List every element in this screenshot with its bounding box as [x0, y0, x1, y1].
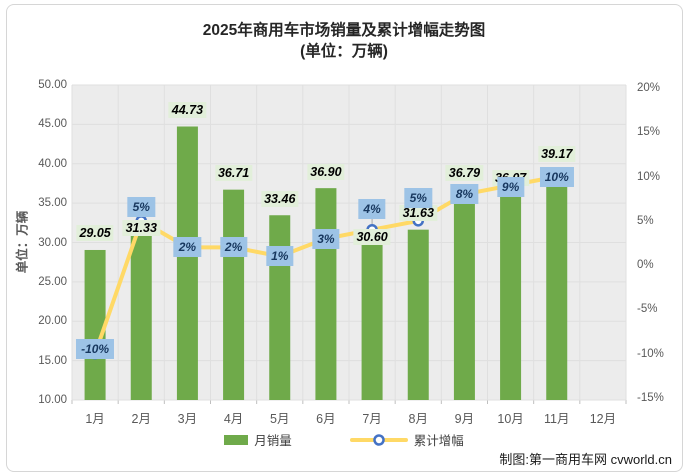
- line-marker: [458, 188, 471, 201]
- line-marker: [320, 232, 332, 245]
- line-series-swatch-icon: [349, 433, 408, 446]
- legend: 月销量 累计增幅: [0, 430, 688, 449]
- line-marker: [504, 179, 517, 192]
- legend-label-monthly-sales: 月销量: [254, 434, 292, 448]
- bar-series-swatch-icon: [224, 434, 249, 445]
- sales-bar: [130, 232, 152, 400]
- sales-bar: [453, 189, 475, 400]
- sales-bar: [269, 215, 291, 400]
- chart-subtitle: (单位：万辆): [300, 43, 388, 60]
- legend-item-monthly-sales: 月销量: [224, 430, 292, 449]
- line-marker: [412, 215, 424, 227]
- sales-bar: [176, 126, 198, 400]
- legend-item-cumulative-growth: 累计增幅: [349, 430, 464, 449]
- sales-bar: [315, 188, 337, 400]
- credit-text: 制图:第一商用车网 cvworld.cn: [499, 452, 672, 467]
- sales-bar: [84, 249, 106, 400]
- sales-bar: [546, 170, 568, 400]
- line-marker: [274, 250, 286, 263]
- chart-title-block: 2025年商用车市场销量及累计增幅走势图 (单位：万辆): [0, 20, 688, 62]
- line-marker: [89, 347, 101, 360]
- sales-bar: [500, 194, 522, 400]
- line-marker: [135, 215, 147, 227]
- chart-title: 2025年商用车市场销量及累计增幅走势图: [202, 22, 486, 39]
- line-marker: [181, 241, 194, 254]
- legend-label-cumulative-growth: 累计增幅: [413, 434, 464, 448]
- sales-bar: [407, 229, 429, 400]
- line-marker: [551, 170, 563, 183]
- line-marker: [366, 223, 378, 236]
- sales-bar: [361, 237, 383, 400]
- line-marker: [227, 241, 240, 254]
- sales-bar: [223, 189, 245, 400]
- left-axis-title: 单位：万辆: [15, 210, 30, 274]
